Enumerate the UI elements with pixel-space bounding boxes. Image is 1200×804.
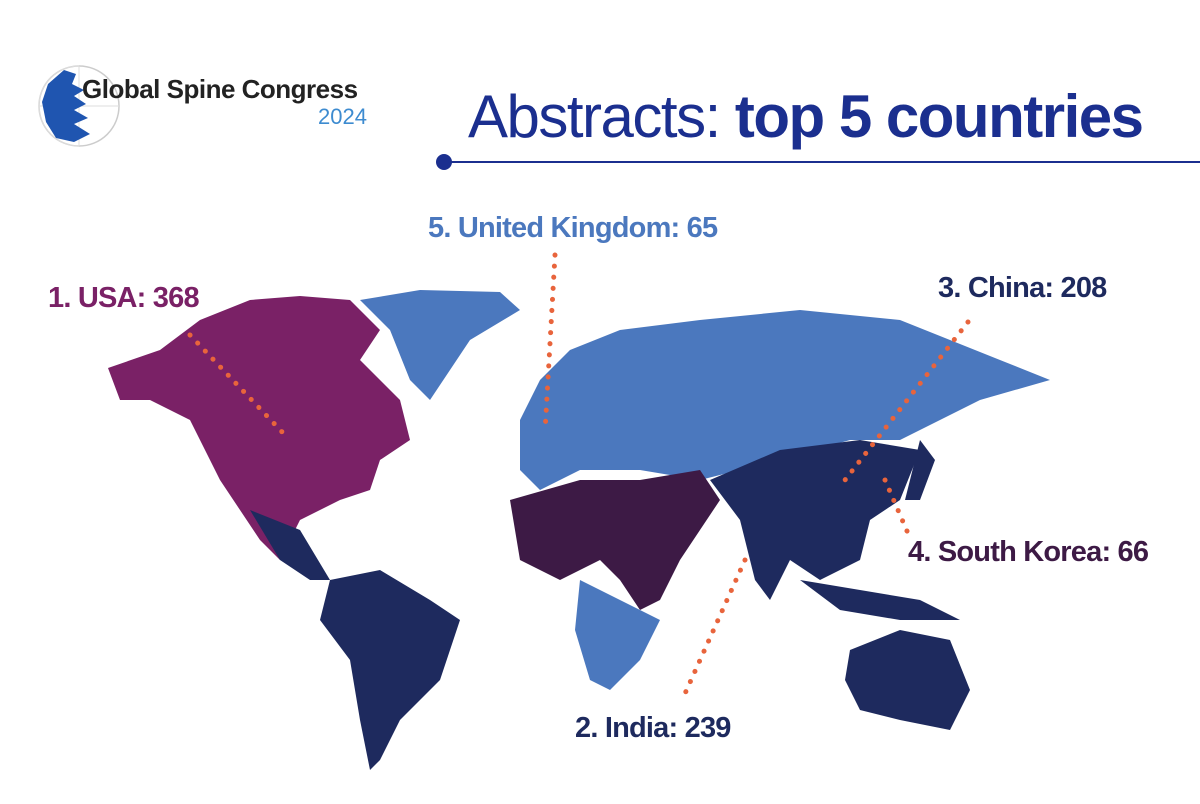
south-america: [320, 570, 460, 770]
leader-line-usa: [187, 332, 288, 438]
europe-russia: [520, 310, 1050, 490]
central-america: [250, 510, 330, 580]
southern-africa: [575, 580, 660, 690]
label-china: 3. China: 208: [938, 272, 1107, 304]
southeast-asia: [800, 580, 960, 620]
leader-line-india: [680, 557, 748, 701]
leader-line-china: [842, 319, 971, 483]
page-title: Abstracts: top 5 countries: [468, 83, 1144, 150]
leader-line-uk: [542, 252, 558, 435]
title-divider-dot: [436, 154, 452, 170]
japan: [905, 440, 935, 500]
logo-title: Global Spine Congress: [82, 74, 358, 104]
title-divider: [444, 161, 1200, 163]
logo-emblem: [38, 65, 120, 147]
logo-year: 2024: [318, 104, 367, 129]
label-united-kingdom: 5. United Kingdom: 65: [428, 212, 718, 244]
asia: [710, 440, 920, 600]
africa-middle-east: [510, 470, 720, 610]
australia: [845, 630, 970, 730]
leader-line-south-korea: [882, 477, 913, 541]
north-america: [108, 296, 410, 560]
label-usa: 1. USA: 368: [48, 282, 200, 314]
label-india: 2. India: 239: [575, 712, 731, 744]
greenland: [360, 290, 520, 400]
label-south-korea: 4. South Korea: 66: [908, 536, 1149, 568]
